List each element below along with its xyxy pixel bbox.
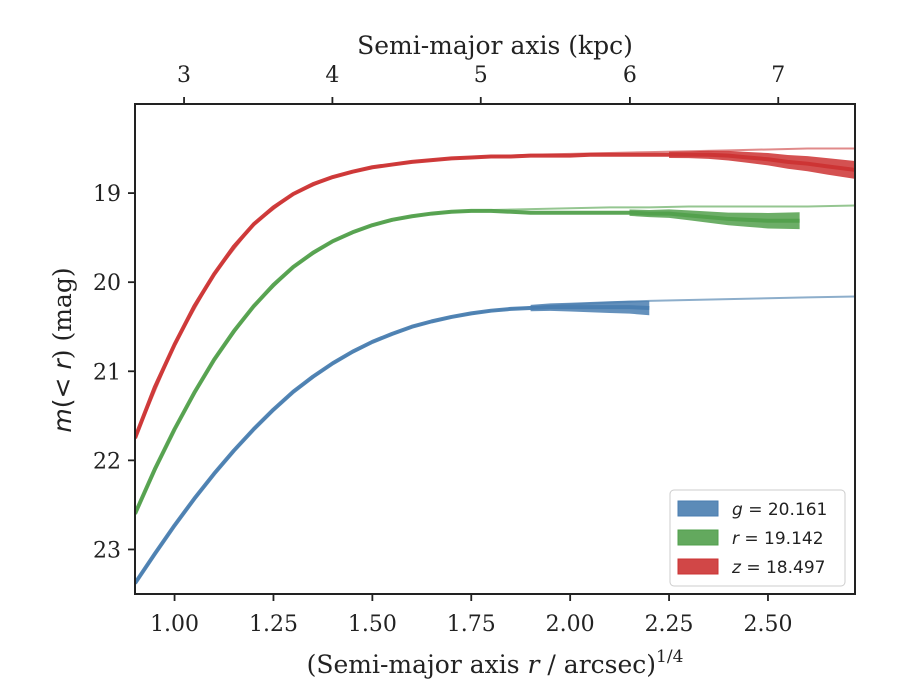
x-tick-label: 1.25 (249, 612, 298, 637)
y-axis-ticks: 19 20 21 22 23 (93, 182, 135, 563)
series-band-z (669, 150, 855, 179)
x-axis-title-tail: / arcsec) (539, 650, 656, 679)
legend-label-g: g = 20.161 (732, 500, 827, 520)
y-tick-label: 21 (93, 360, 121, 385)
x-tick-label: 2.00 (546, 612, 595, 637)
series-line-g (135, 305, 650, 585)
y-tick-label: 22 (93, 449, 121, 474)
y-axis-title-tail: ) (mag) (48, 267, 77, 359)
legend-label-r: r = 19.142 (732, 529, 824, 549)
series-line-r (135, 208, 800, 515)
x-axis-title: (Semi-major axis r / arcsec)1/4 (307, 647, 684, 679)
y-axis-title-open: ( (48, 398, 77, 408)
x-axis-ticks: 1.00 1.25 1.50 1.75 2.00 2.25 2.50 (150, 594, 792, 637)
series-lines (135, 150, 855, 585)
x-axis-title-main: (Semi-major axis (307, 650, 528, 679)
x-tick-label: 1.75 (447, 612, 496, 637)
legend: g = 20.161 r = 19.142 z = 18.497 (669, 489, 846, 587)
top-axis-ticks: 3 4 5 6 7 (177, 63, 785, 104)
top-tick-label: 3 (177, 63, 191, 88)
y-axis-title-var: m (48, 408, 77, 432)
fit-curve-r (135, 204, 855, 515)
x-tick-label: 2.25 (645, 612, 694, 637)
fit-curve-z (135, 147, 855, 439)
legend-swatch-g (677, 500, 719, 517)
x-axis-title-sup: 1/4 (656, 647, 683, 667)
x-tick-label: 1.50 (348, 612, 397, 637)
legend-swatch-z (677, 558, 719, 575)
top-axis-title: Semi-major axis (kpc) (357, 31, 633, 60)
x-tick-label: 2.50 (743, 612, 792, 637)
top-tick-label: 4 (325, 63, 339, 88)
top-tick-label: 5 (474, 63, 488, 88)
legend-label-z: z = 18.497 (731, 558, 825, 578)
y-tick-label: 20 (93, 271, 121, 296)
y-tick-label: 19 (93, 182, 121, 207)
plot-frame (134, 103, 856, 595)
top-tick-label: 7 (771, 63, 785, 88)
top-tick-label: 6 (623, 63, 637, 88)
y-axis-title-lt: < (48, 370, 77, 399)
x-tick-label: 1.00 (150, 612, 199, 637)
legend-swatch-r (677, 529, 719, 546)
series-band-g (530, 300, 650, 316)
x-axis-title-var: r (528, 650, 542, 679)
y-tick-label: 23 (93, 538, 121, 563)
series-line-z (135, 152, 855, 439)
series-band-r (629, 209, 800, 230)
y-axis-title: m(< r) (mag) (48, 267, 77, 432)
y-axis-title-r: r (48, 358, 77, 370)
